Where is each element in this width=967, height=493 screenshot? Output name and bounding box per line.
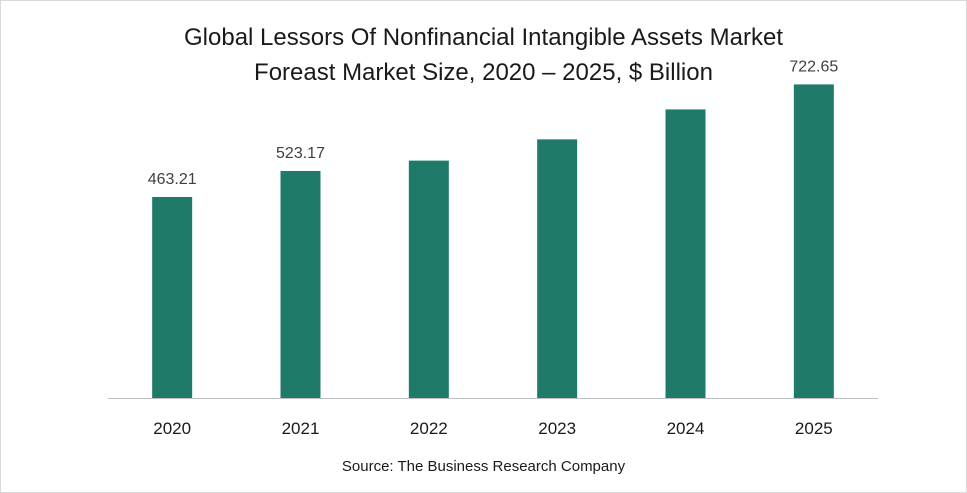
x-tick-label-2025: 2025: [795, 419, 833, 438]
x-tick-label-2024: 2024: [667, 419, 705, 438]
data-label-2020: 463.21: [148, 171, 197, 188]
chart-title-line-2: Foreast Market Size, 2020 – 2025, $ Bill…: [254, 59, 713, 86]
x-tick-label-2022: 2022: [410, 419, 448, 438]
bar-2021: [280, 170, 321, 398]
x-tick-label-2023: 2023: [538, 419, 576, 438]
source-note: Source: The Business Research Company: [341, 458, 626, 475]
data-label-2021: 523.17: [276, 145, 325, 162]
x-tick-label-2020: 2020: [153, 419, 191, 438]
bar-2024: [665, 109, 706, 398]
bar-2022: [408, 160, 449, 398]
bar-2023: [537, 139, 578, 398]
x-tick-label-2021: 2021: [282, 419, 320, 438]
bar-2025: [793, 84, 834, 399]
bar-2020: [152, 196, 193, 398]
data-label-2025: 722.65: [789, 58, 838, 75]
chart-title-line-1: Global Lessors Of Nonfinancial Intangibl…: [184, 24, 783, 51]
